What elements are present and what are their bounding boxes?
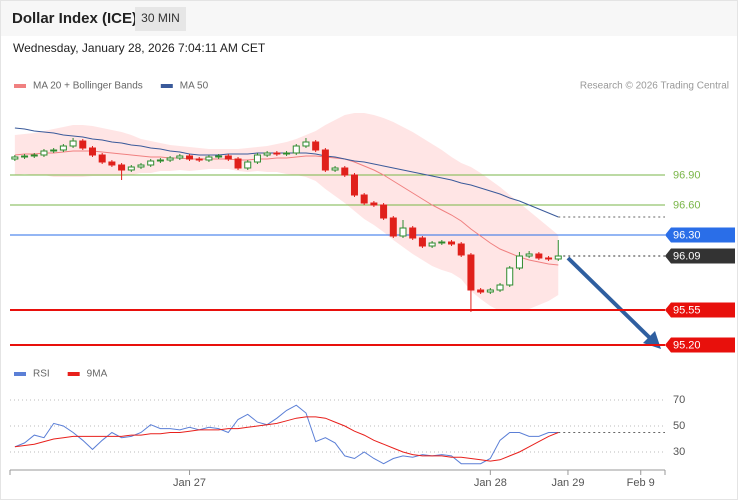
- legend-swatch: [14, 372, 26, 376]
- legend-label: 9MA: [87, 369, 108, 380]
- candle-body: [166, 157, 174, 161]
- candle-body: [409, 227, 417, 239]
- candle-body: [59, 145, 67, 151]
- candle-body: [98, 154, 106, 163]
- candle-body: [370, 202, 378, 206]
- rsi-line: [14, 416, 559, 462]
- source: Research © 2026 Trading Central: [580, 81, 729, 92]
- level-label: 96.90: [673, 169, 701, 181]
- candle-body: [535, 253, 543, 259]
- candle-body: [11, 156, 19, 160]
- candle-body: [273, 152, 281, 155]
- level-label-box: [665, 248, 735, 264]
- candle-body: [428, 242, 436, 247]
- candle-body: [118, 164, 126, 171]
- level-label: 96.60: [673, 199, 701, 211]
- candle-body: [263, 152, 271, 156]
- candle-body: [40, 150, 48, 156]
- projection-arrow: [566, 256, 654, 342]
- legend-label: MA 20 + Bollinger Bands: [33, 81, 143, 92]
- candle-body: [156, 159, 164, 162]
- candle-body: [331, 167, 339, 171]
- candle-body: [496, 284, 504, 291]
- legend-swatch: [14, 84, 26, 88]
- level-label-box: [665, 302, 735, 318]
- candle-body: [186, 155, 194, 160]
- timestamp: Wednesday, January 28, 2026 7:04:11 AM C…: [13, 41, 266, 55]
- ma-line: [14, 150, 559, 266]
- candle-body: [554, 255, 562, 260]
- candle-body: [525, 253, 533, 257]
- candle-body: [195, 158, 203, 161]
- candle-body: [302, 141, 310, 147]
- candle-body: [467, 254, 475, 291]
- candle-body: [283, 152, 291, 155]
- candle-body: [545, 257, 553, 260]
- candle-body: [438, 241, 446, 244]
- header-bar: [0, 0, 738, 36]
- candle-body: [341, 167, 349, 176]
- x-tick-label: Jan 29: [551, 477, 584, 489]
- interval-badge[interactable]: [135, 7, 186, 31]
- y-tick-label: 30: [673, 446, 685, 458]
- candle-body: [244, 161, 252, 169]
- candle-body: [147, 160, 155, 166]
- candle-body: [30, 154, 38, 157]
- title: Dollar Index (ICE): [12, 10, 137, 27]
- candle-body: [486, 289, 494, 293]
- candle-body: [515, 255, 523, 269]
- candle-body: [234, 158, 242, 169]
- x-tick-label: Feb 9: [627, 477, 655, 489]
- legend-swatch: [67, 372, 80, 376]
- level-label-box: [665, 337, 735, 353]
- level-label: 95.20: [673, 339, 701, 351]
- candle-body: [389, 217, 397, 237]
- candle-body: [79, 140, 87, 149]
- candle-body: [312, 141, 320, 151]
- candle-body: [350, 174, 358, 196]
- rsi-line: [14, 404, 559, 465]
- candle-body: [205, 156, 213, 161]
- level-label: 95.55: [673, 304, 701, 316]
- candle-body: [176, 155, 184, 159]
- candle-body: [380, 204, 388, 219]
- level-label: 96.09: [673, 250, 701, 262]
- candle-body: [108, 161, 116, 166]
- candle-body: [88, 147, 96, 156]
- candle-body: [360, 194, 368, 204]
- candle-body: [448, 241, 456, 245]
- legend-label: MA 50: [180, 81, 209, 92]
- candle-body: [506, 267, 514, 286]
- candle-body: [50, 149, 58, 152]
- candle-body: [399, 227, 407, 237]
- candle-body: [137, 164, 145, 168]
- interval[interactable]: 30 MIN: [141, 11, 180, 25]
- y-tick-label: 70: [673, 394, 685, 406]
- candle-body: [127, 166, 135, 171]
- legend-label: RSI: [33, 369, 50, 380]
- candle-body: [253, 154, 261, 163]
- level-label: 96.30: [673, 229, 701, 241]
- candle-body: [418, 237, 426, 247]
- y-tick-label: 50: [673, 420, 685, 432]
- candle-body: [21, 155, 29, 158]
- x-tick-label: Jan 27: [173, 477, 206, 489]
- legend-swatch: [160, 84, 173, 88]
- candle-body: [477, 289, 485, 293]
- x-tick-label: Jan 28: [474, 477, 507, 489]
- level-label-box: [665, 227, 735, 243]
- candle-body: [224, 155, 232, 160]
- candle-body: [69, 140, 77, 147]
- candle-body: [292, 145, 300, 154]
- candle-body: [457, 243, 465, 256]
- bollinger-band: [14, 113, 559, 311]
- candle-body: [321, 149, 329, 171]
- candle-body: [215, 155, 223, 158]
